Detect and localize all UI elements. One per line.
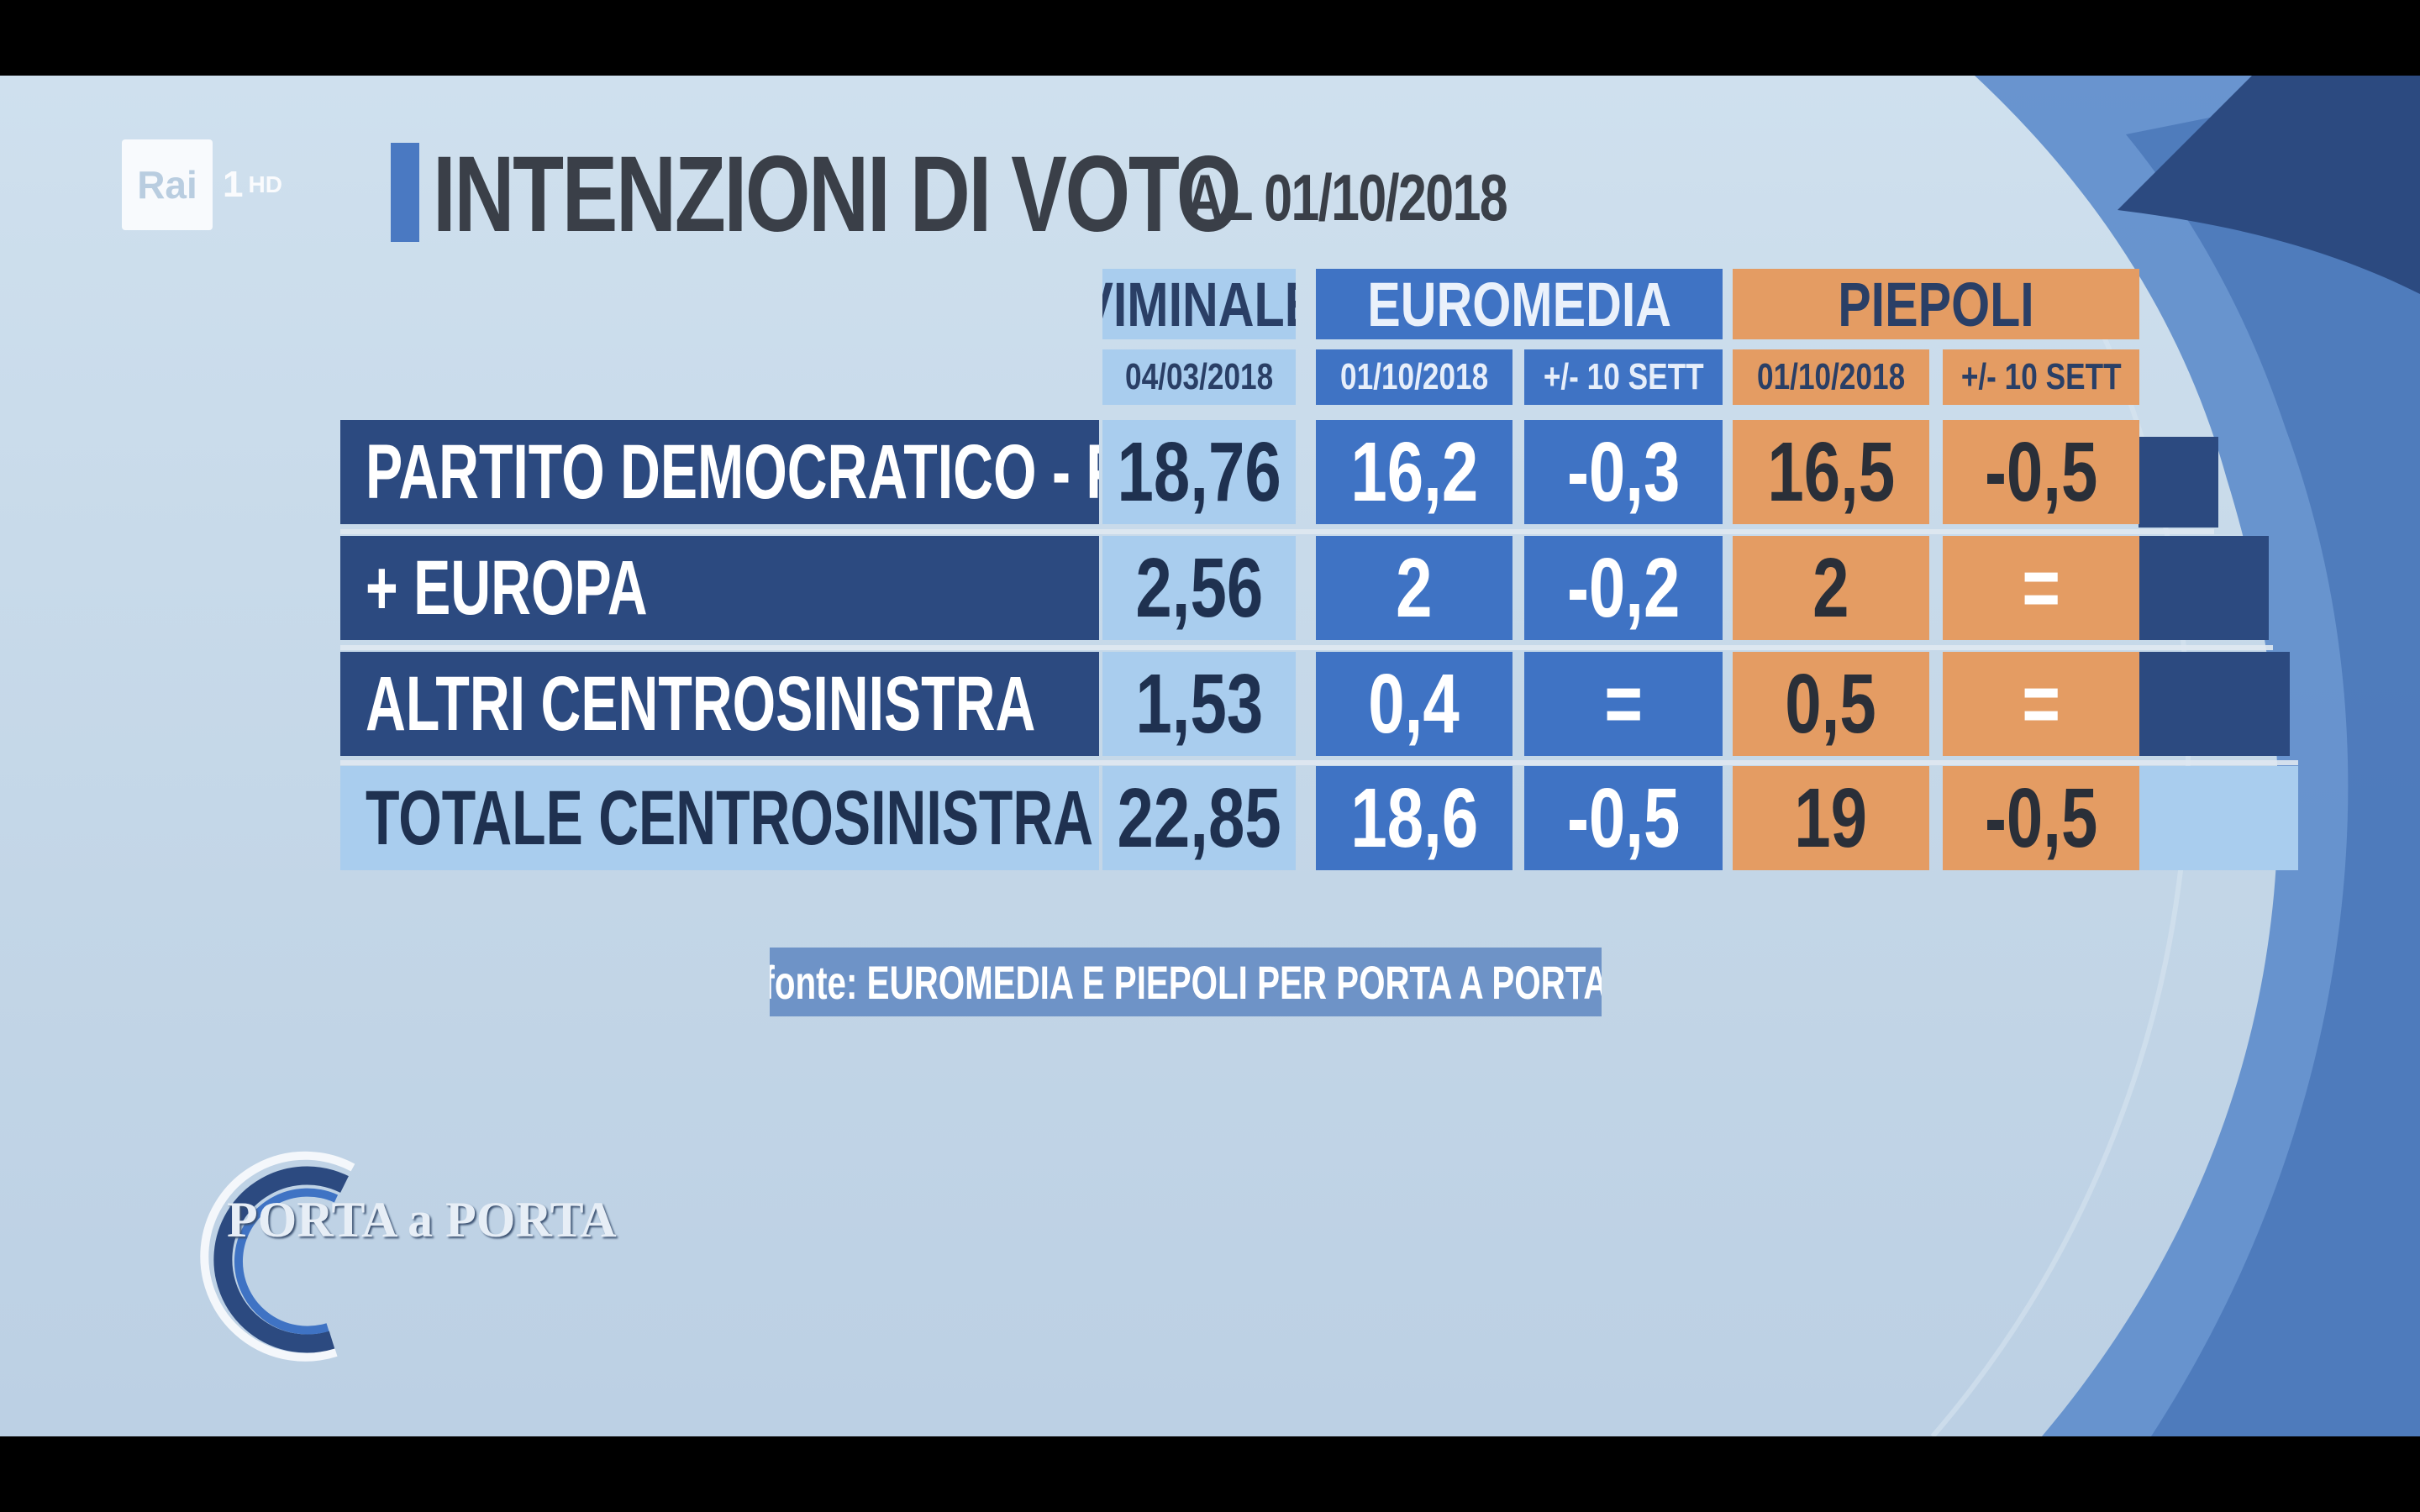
source-note: fonte: EUROMEDIA E PIEPOLI PER PORTA A P… [770,948,1602,1016]
subheader-viminale-date: 04/03/2018 [1102,349,1296,405]
value-piepoli-delta: = [1943,536,2139,640]
subheader-piepoli-date: 01/10/2018 [1733,349,1929,405]
value-euromedia-delta: -0,5 [1524,766,1723,870]
broadcast-screen: Rai 1 HD INTENZIONI DI VOTO AL 01/10/201… [0,76,2420,1436]
value-piepoli-delta: -0,5 [1943,420,2139,524]
header-euromedia: EUROMEDIA [1316,269,1723,339]
value-piepoli: 19 [1733,766,1929,870]
rai-1-hd-logo: Rai 1 HD [122,139,282,231]
title-date: AL 01/10/2018 [1186,160,1508,234]
row-extension-1 [2139,437,2218,528]
value-euromedia-delta: = [1524,652,1723,756]
title-main: INTENZIONI DI VOTO [433,134,1241,255]
row-label-partito-democratico: PARTITO DEMOCRATICO - PSE [340,420,1099,524]
row-label-totale-centrosinistra: TOTALE CENTROSINISTRA [340,766,1099,870]
value-piepoli: 2 [1733,536,1929,640]
value-euromedia: 16,2 [1316,420,1512,524]
row-extension-4 [2139,766,2298,870]
header-piepoli: PIEPOLI [1733,269,2139,339]
value-euromedia: 0,4 [1316,652,1512,756]
porta-a-porta-logo-text: PORTA a PORTA [227,1192,617,1247]
row-label-piu-europa: + EUROPA [340,536,1099,640]
rai-logo-text: Rai [137,163,197,207]
value-euromedia-delta: -0,2 [1524,536,1723,640]
row-extension-2 [2139,536,2269,640]
channel-number: 1 [223,164,244,205]
rai-logo-box: Rai [122,139,213,230]
header-viminale: VIMINALE [1102,269,1296,339]
value-euromedia-delta: -0,3 [1524,420,1723,524]
value-viminale: 18,76 [1102,420,1296,524]
value-piepoli: 16,5 [1733,420,1929,524]
page-title: INTENZIONI DI VOTO [433,133,1467,256]
value-piepoli: 0,5 [1733,652,1929,756]
row-extension-3 [2139,652,2290,756]
value-viminale: 2,56 [1102,536,1296,640]
subheader-euromedia-delta: +/- 10 SETT [1524,349,1723,405]
row-label-altri-centrosinistra: ALTRI CENTROSINISTRA [340,652,1099,756]
value-piepoli-delta: -0,5 [1943,766,2139,870]
porta-a-porta-logo [200,1151,355,1362]
background-decoration [340,76,2420,1436]
value-viminale: 22,85 [1102,766,1296,870]
value-viminale: 1,53 [1102,652,1296,756]
subheader-euromedia-date: 01/10/2018 [1316,349,1512,405]
value-euromedia: 18,6 [1316,766,1512,870]
title-accent-bar [391,143,419,242]
hd-label: HD [248,171,282,197]
value-euromedia: 2 [1316,536,1512,640]
value-piepoli-delta: = [1943,652,2139,756]
subheader-piepoli-delta: +/- 10 SETT [1943,349,2139,405]
